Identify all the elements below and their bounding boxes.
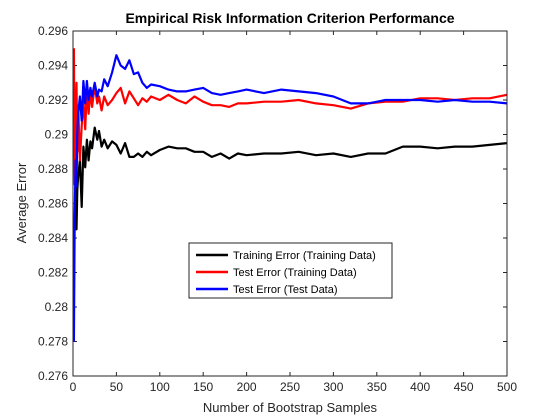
- y-tick-label: 0.296: [38, 24, 68, 38]
- x-tick-label: 500: [497, 380, 517, 394]
- y-tick-label: 0.294: [38, 59, 68, 73]
- y-tick-label: 0.282: [38, 266, 68, 280]
- legend-label-3: Test Error (Test Data): [233, 284, 338, 296]
- y-tick-label: 0.28: [45, 300, 69, 314]
- x-tick-label: 350: [367, 380, 387, 394]
- x-tick-label: 400: [410, 380, 430, 394]
- x-tick-label: 100: [150, 380, 170, 394]
- legend-label-1: Training Error (Training Data): [233, 250, 376, 262]
- y-tick-label: 0.284: [38, 231, 68, 245]
- x-tick-label: 0: [70, 380, 77, 394]
- y-axis-label: Average Error: [14, 162, 29, 243]
- x-tick-label: 50: [110, 380, 124, 394]
- x-axis-label: Number of Bootstrap Samples: [203, 400, 378, 415]
- axis-ticks: 0 50 100 150 200 250 300 350 400 450 500 0.276 0.278…: [38, 24, 517, 394]
- plot-area: [73, 31, 507, 376]
- series-line-1: [72, 126, 508, 247]
- y-tick-label: 0.288: [38, 162, 68, 176]
- chart-title: Empirical Risk Information Criterion Per…: [125, 10, 454, 26]
- y-tick-label: 0.276: [38, 369, 68, 383]
- series-line-3: [72, 54, 508, 342]
- series-layer: [72, 48, 508, 342]
- x-tick-label: 200: [237, 380, 257, 394]
- x-tick-label: 300: [323, 380, 343, 394]
- x-tick-label: 250: [280, 380, 300, 394]
- y-tick-label: 0.292: [38, 93, 68, 107]
- legend-label-2: Test Error (Training Data): [233, 267, 357, 279]
- x-tick-label: 450: [454, 380, 474, 394]
- legend: Training Error (Training Data) Test Error…: [188, 242, 393, 299]
- y-tick-label: 0.278: [38, 335, 68, 349]
- x-tick-label: 150: [193, 380, 213, 394]
- y-tick-label: 0.286: [38, 197, 68, 211]
- y-tick-label: 0.29: [45, 128, 69, 142]
- series-line-2: [72, 48, 508, 186]
- plot-frame: [72, 30, 508, 377]
